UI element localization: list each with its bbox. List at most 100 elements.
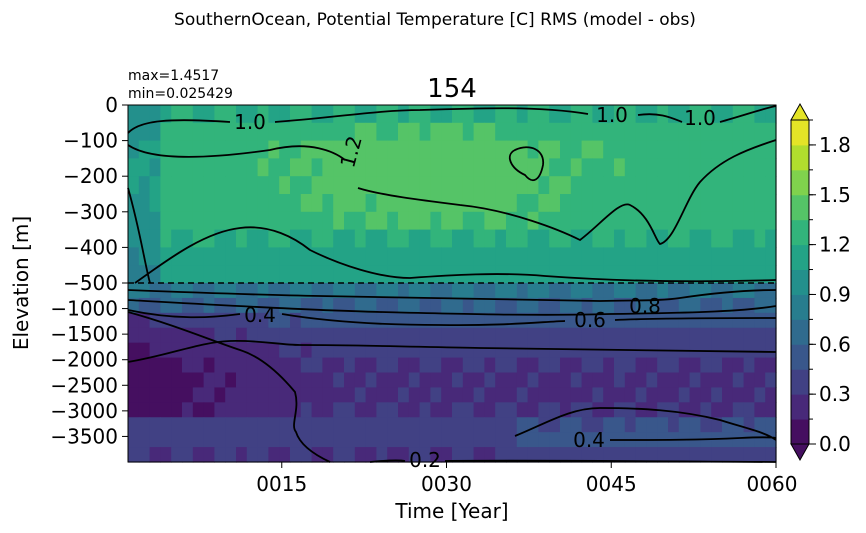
heatmap-cell (473, 194, 485, 213)
heatmap-cell (214, 312, 226, 329)
y-tick-label: −500 (63, 271, 118, 295)
heatmap-cell (419, 140, 431, 159)
heatmap-cell (236, 432, 248, 448)
heatmap-cell (236, 327, 248, 344)
heatmap-cell (484, 105, 496, 124)
heatmap-cell (711, 176, 723, 195)
heatmap-cell (290, 372, 302, 389)
heatmap-cell (311, 342, 323, 359)
heatmap-cell (344, 283, 356, 299)
heatmap-cell (452, 357, 464, 374)
heatmap-cell (138, 417, 151, 433)
heatmap-cell (430, 265, 442, 284)
heatmap-cell (570, 342, 583, 359)
heatmap-cell (603, 247, 615, 266)
heatmap-cell (203, 211, 215, 231)
heatmap-cell (149, 247, 161, 266)
heatmap-cell (128, 211, 140, 231)
heatmap-cell (581, 229, 593, 248)
heatmap-cell (441, 342, 453, 359)
heatmap-cell (549, 417, 561, 433)
heatmap-cell (711, 297, 723, 314)
heatmap-cell (398, 447, 410, 463)
heatmap-cell (441, 432, 453, 448)
heatmap-cell (581, 176, 593, 195)
heatmap-cell (333, 432, 345, 448)
heatmap-cell (732, 229, 745, 248)
heatmap-cell (689, 297, 701, 314)
heatmap-cell (236, 283, 248, 299)
heatmap-cell (398, 283, 410, 299)
heatmap-cell (376, 357, 388, 374)
heatmap-cell (387, 387, 399, 403)
heatmap-cell (344, 229, 356, 248)
heatmap-cell (592, 402, 604, 418)
heatmap-cell (462, 247, 475, 266)
heatmap-cell (549, 247, 561, 266)
heatmap-cell (333, 327, 345, 344)
contour-line (127, 299, 777, 316)
heatmap-cell (722, 211, 734, 231)
heatmap-cell (419, 417, 431, 433)
colorbar-extend-max (790, 102, 810, 121)
heatmap-cell (700, 402, 712, 418)
heatmap-cell (624, 176, 637, 195)
heatmap-cell (560, 402, 572, 418)
heatmap-cell (387, 105, 399, 124)
heatmap-cell (668, 122, 680, 142)
heatmap-cell (160, 447, 172, 463)
heatmap-cell (322, 211, 334, 231)
heatmap-cell (668, 247, 680, 266)
heatmap-cell (138, 312, 151, 329)
heatmap-cell (711, 122, 723, 142)
heatmap-cell (344, 387, 356, 403)
heatmap-cell (635, 194, 647, 213)
heatmap-cell (257, 417, 269, 433)
heatmap-cell (646, 211, 658, 231)
heatmap-cell (624, 417, 637, 433)
heatmap-cell (344, 265, 356, 284)
heatmap-cell (538, 122, 550, 142)
colorbar-tick-label: 1.2 (819, 233, 851, 257)
heatmap-cell (646, 194, 658, 213)
heatmap-cell (333, 211, 345, 231)
heatmap-cell (614, 194, 626, 213)
heatmap-cell (592, 283, 604, 299)
heatmap-cell (689, 122, 701, 142)
heatmap-cell (333, 342, 345, 359)
heatmap-cell (711, 417, 723, 433)
heatmap-cell (311, 357, 323, 374)
heatmap-cell (527, 447, 539, 463)
heatmap-cell (257, 247, 269, 266)
heatmap-cell (732, 447, 745, 463)
heatmap-cell (516, 447, 529, 463)
heatmap-cell (495, 342, 507, 359)
heatmap-cell (495, 417, 507, 433)
heatmap-cell (149, 372, 161, 389)
heatmap-cell (408, 122, 421, 142)
heatmap-cell (743, 312, 755, 329)
heatmap-cell (452, 176, 464, 195)
heatmap-cell (138, 357, 151, 374)
chart-title: 154 (427, 74, 477, 104)
heatmap-cell (668, 312, 680, 329)
heatmap-cell (570, 327, 583, 344)
heatmap-cell (549, 342, 561, 359)
heatmap-cell (549, 327, 561, 344)
heatmap-cell (354, 265, 367, 284)
heatmap-cell (732, 432, 745, 448)
heatmap-cell (171, 247, 183, 266)
heatmap-cell (128, 402, 140, 418)
heatmap-cell (128, 158, 140, 177)
heatmap-cell (214, 105, 226, 124)
heatmap-cell (689, 265, 701, 284)
heatmap-cell (473, 357, 485, 374)
heatmap-cell (408, 247, 421, 266)
heatmap-cell (506, 176, 518, 195)
heatmap-cell (387, 247, 399, 266)
heatmap-cell (570, 297, 583, 314)
heatmap-cell (182, 122, 194, 142)
heatmap-cell (743, 372, 755, 389)
heatmap-cell (398, 105, 410, 124)
heatmap-cell (765, 265, 777, 284)
